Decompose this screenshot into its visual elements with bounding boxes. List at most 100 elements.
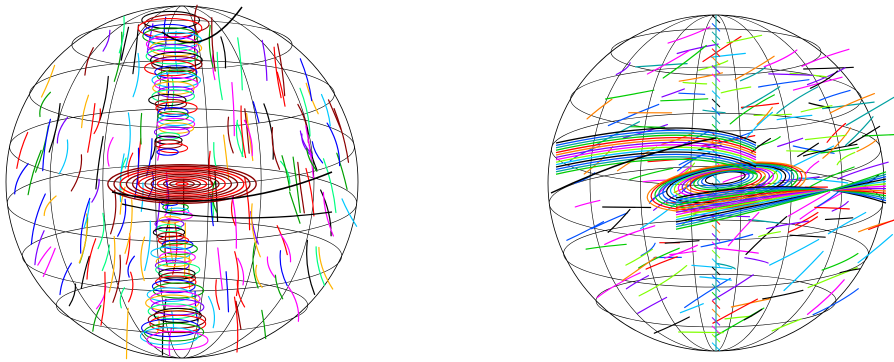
flow-band	[555, 156, 757, 173]
streamline	[280, 160, 291, 184]
streamline	[125, 307, 129, 360]
streamline	[768, 73, 814, 76]
streamline	[216, 51, 223, 101]
streamline	[251, 203, 261, 258]
vortex-ring-top	[141, 10, 201, 30]
streamline	[128, 271, 134, 303]
streamline	[585, 243, 627, 250]
vortex-ring-bottom	[150, 246, 192, 260]
streamline	[92, 305, 102, 332]
streamline	[91, 178, 100, 203]
vortex-ring-top	[148, 93, 187, 107]
streamline	[211, 17, 216, 72]
streamline	[856, 139, 877, 153]
streamline	[112, 254, 121, 303]
streamline	[844, 116, 874, 146]
streamline	[276, 71, 286, 107]
flow-band	[555, 139, 757, 156]
streamline	[80, 255, 90, 289]
flow-band	[555, 149, 757, 166]
streamline	[274, 274, 284, 300]
streamline	[208, 192, 214, 221]
streamline	[625, 275, 650, 290]
streamline	[273, 46, 282, 99]
streamline	[168, 207, 174, 264]
streamline	[845, 96, 894, 126]
streamline	[113, 31, 123, 82]
streamline	[605, 89, 655, 100]
streamline	[826, 122, 847, 143]
central-spiral	[144, 173, 220, 195]
streamline	[809, 70, 838, 89]
streamline	[83, 201, 91, 229]
streamline	[758, 79, 810, 88]
streamline	[306, 147, 318, 172]
flow-band	[675, 187, 887, 214]
streamline	[831, 200, 849, 212]
streamline	[763, 49, 798, 68]
flow-band	[675, 185, 887, 216]
streamline	[322, 191, 334, 237]
streamline	[315, 246, 326, 287]
streamline	[146, 171, 154, 200]
streamline	[276, 225, 288, 256]
streamline	[676, 43, 719, 55]
flow-band	[675, 183, 887, 218]
left-sphere	[5, 4, 359, 360]
streamline	[669, 250, 697, 256]
streamline	[279, 250, 288, 287]
streamline	[279, 233, 292, 263]
vortex-ring-bottom	[149, 314, 207, 333]
streamline	[794, 211, 819, 226]
streamline	[108, 235, 116, 293]
vortex-ring-top	[153, 126, 190, 138]
vortex-ring-bottom	[154, 259, 190, 272]
streamline	[698, 60, 729, 71]
streamline	[124, 199, 133, 254]
streamline	[261, 39, 268, 81]
streamline	[281, 155, 291, 192]
streamline	[322, 158, 337, 214]
streamline	[756, 106, 773, 125]
flow-band	[675, 189, 887, 211]
streamline	[299, 87, 311, 137]
streamline	[144, 220, 151, 271]
streamline	[34, 230, 45, 266]
streamline	[40, 64, 56, 98]
streamline	[235, 119, 244, 158]
streamline	[734, 55, 775, 81]
streamline	[213, 142, 218, 171]
streamline	[814, 206, 850, 210]
streamline	[720, 86, 752, 94]
streamline	[750, 137, 771, 154]
streamline	[244, 176, 251, 231]
flow-band	[555, 158, 757, 175]
streamline	[27, 149, 42, 196]
streamline	[787, 191, 831, 217]
streamline	[233, 296, 239, 353]
vortex-ring-top	[153, 76, 199, 92]
streamline	[48, 103, 61, 153]
streamline	[800, 105, 833, 113]
streamline	[237, 257, 245, 286]
streamline	[729, 94, 775, 125]
streamline	[743, 111, 773, 141]
streamline	[68, 283, 77, 307]
streamline	[266, 256, 276, 278]
streamline	[120, 26, 130, 61]
streamline	[806, 67, 846, 86]
streamline	[140, 112, 143, 145]
streamline	[252, 242, 259, 289]
flow-band	[555, 144, 757, 161]
streamline	[100, 271, 106, 326]
streamline	[712, 298, 758, 324]
streamline	[645, 256, 678, 270]
streamline	[792, 76, 843, 91]
streamline	[95, 135, 104, 190]
streamline	[667, 26, 711, 44]
streamline	[42, 118, 51, 172]
flow-band	[675, 171, 887, 230]
flow-band	[675, 189, 887, 206]
streamline	[341, 198, 358, 227]
